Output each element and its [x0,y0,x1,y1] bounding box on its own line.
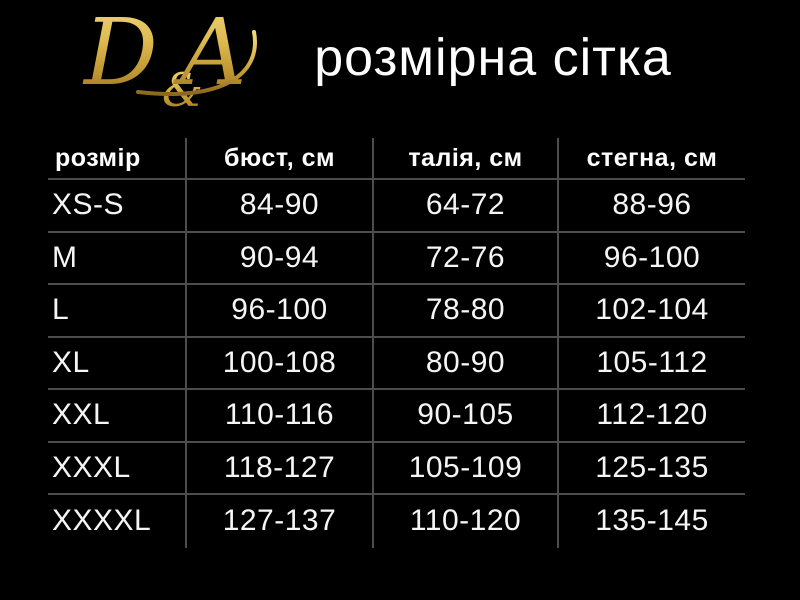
bust-cell: 118-127 [185,442,372,495]
hips-cell: 88-96 [557,180,745,233]
size-table: розмір бюст, см талія, см стегна, см XS-… [48,138,745,548]
size-cell: XXXL [48,443,185,495]
hips-cell: 102-104 [557,285,745,338]
hips-cell: 135-145 [557,495,745,548]
waist-cell: 64-72 [372,180,557,233]
size-cell: L [48,285,185,338]
waist-cell: 72-76 [372,232,557,285]
hips-cell: 96-100 [557,232,745,285]
bust-cell: 100-108 [185,337,372,390]
bust-cell: 110-116 [185,390,372,443]
column-header-waist: талія, см [372,138,557,180]
waist-cell: 80-90 [372,337,557,390]
column-header-size: розмір [48,138,185,180]
size-cell: XXL [48,390,185,443]
bust-cell: 84-90 [185,180,372,233]
hips-cell: 105-112 [557,337,745,390]
hips-cell: 125-135 [557,442,745,495]
brand-logo-icon: D & A [82,4,257,114]
size-cell: XL [48,338,185,390]
logo-swash [136,30,257,97]
hips-cell: 112-120 [557,390,745,443]
bust-cell: 96-100 [185,285,372,338]
bust-cell: 90-94 [185,232,372,285]
size-cell: XXXXL [52,504,152,538]
column-header-hips: стегна, см [557,138,745,180]
column-header-bust: бюст, см [185,138,372,180]
logo-ampersand: & [162,63,203,114]
bust-cell: 127-137 [185,495,372,548]
waist-cell: 90-105 [372,390,557,443]
waist-cell: 105-109 [372,442,557,495]
size-cell: XS-S [48,180,185,233]
logo-letter-d: D [82,4,158,106]
waist-cell: 110-120 [372,495,557,548]
size-cell: M [48,233,185,285]
waist-cell: 78-80 [372,285,557,338]
page-title: розмірна сітка [314,29,672,87]
